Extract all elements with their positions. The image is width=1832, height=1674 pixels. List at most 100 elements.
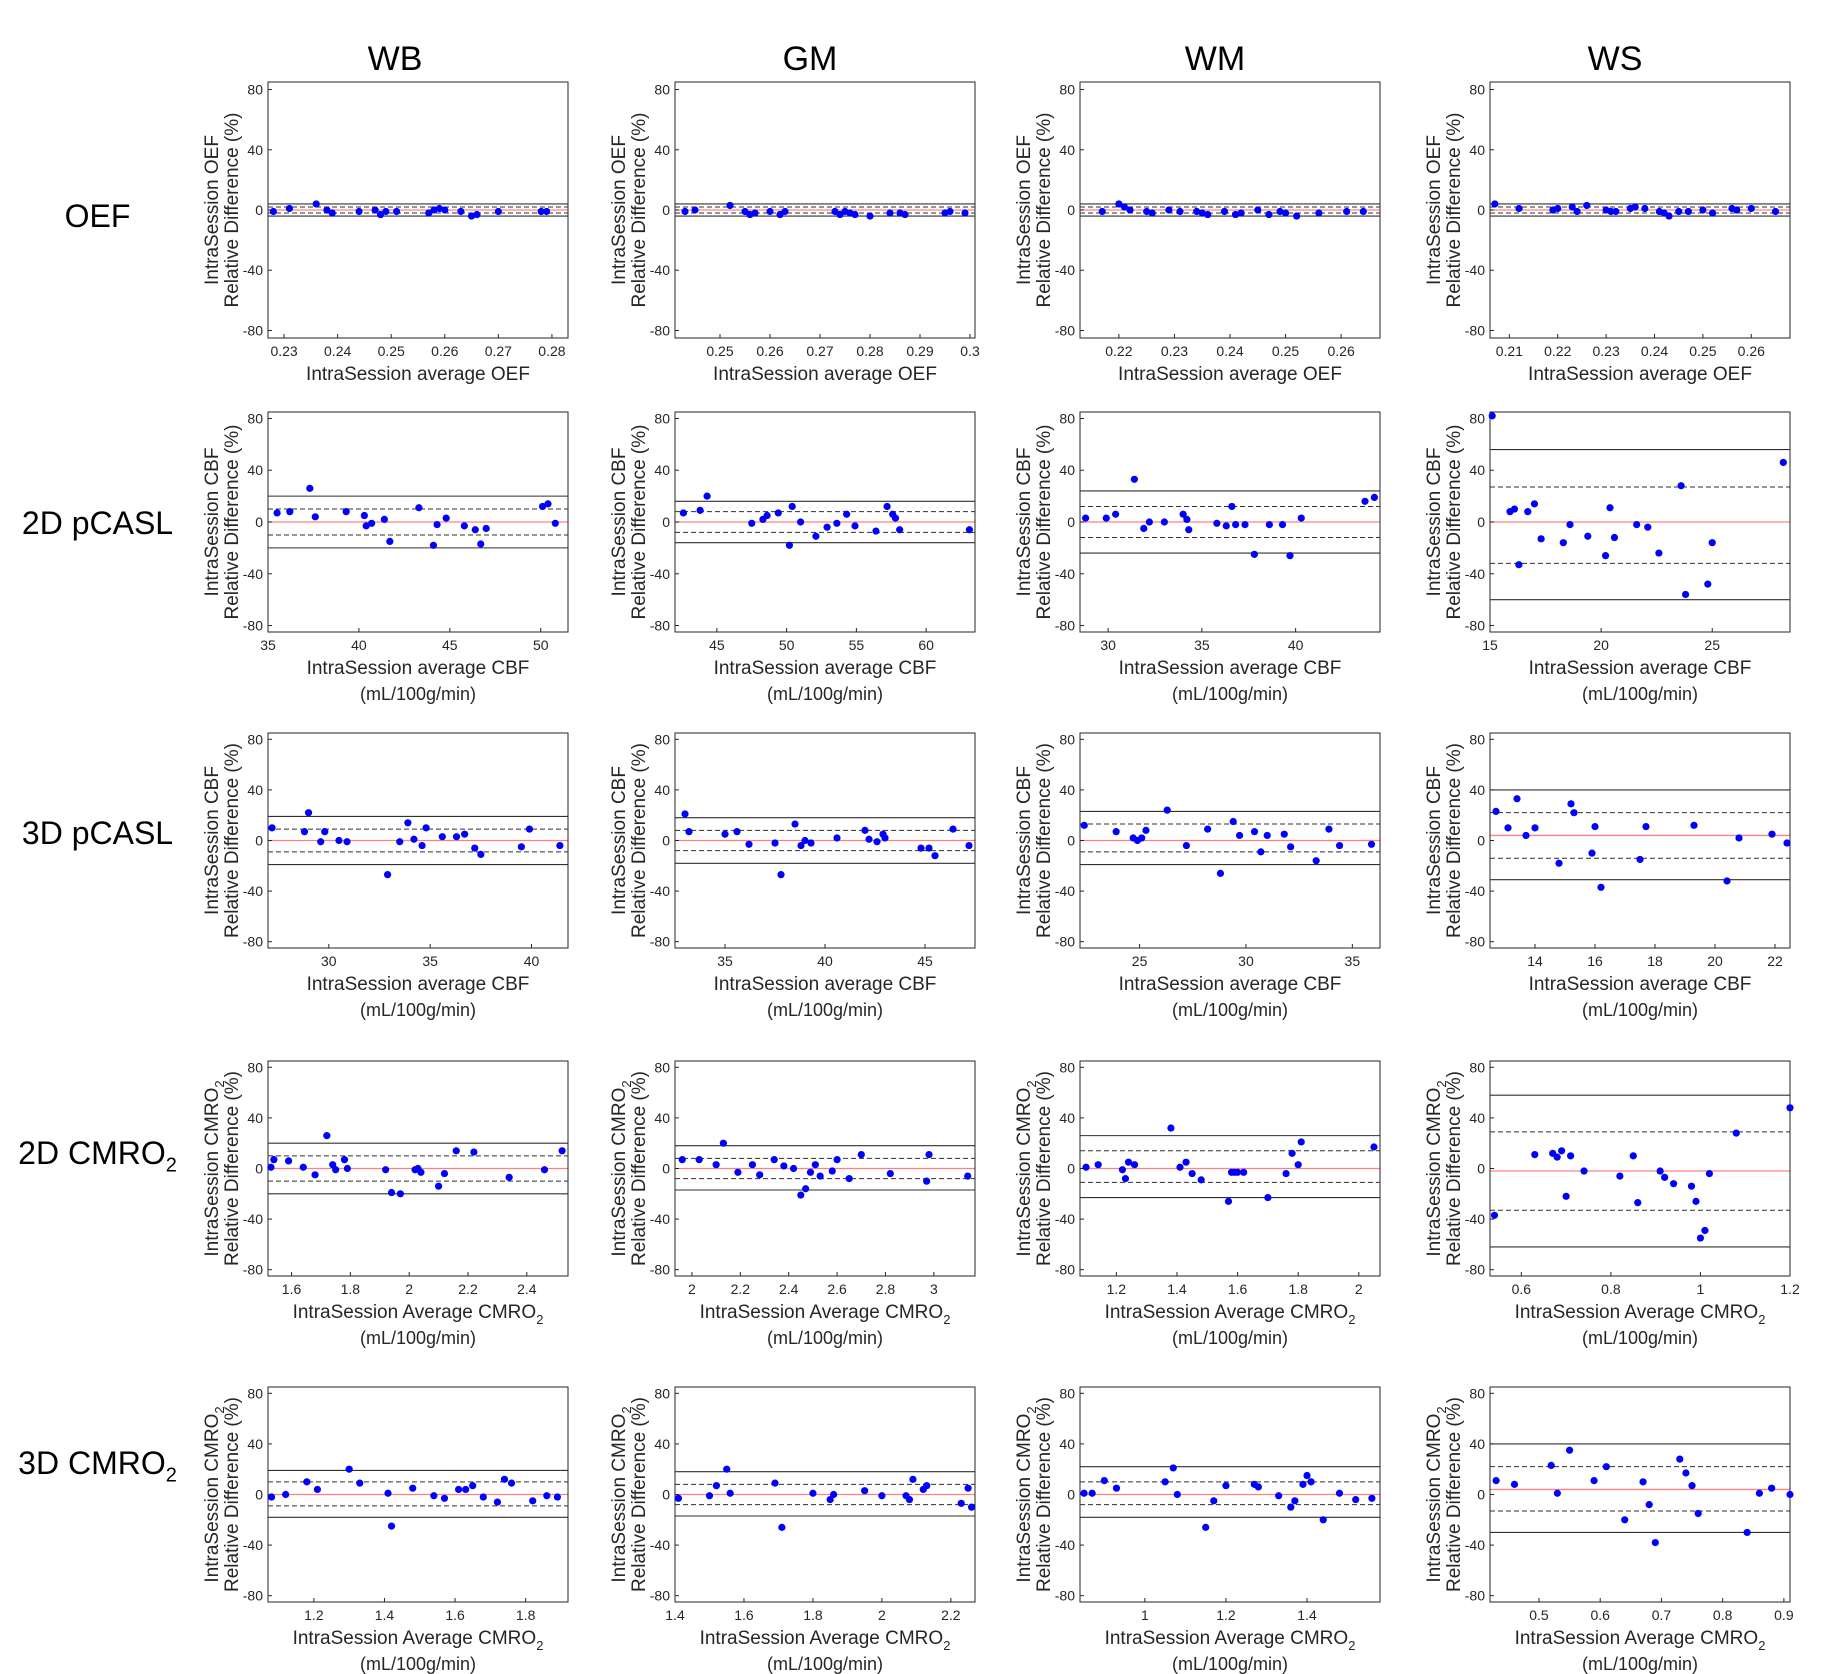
data-point: [1161, 1478, 1169, 1486]
data-point: [312, 200, 320, 208]
y-tick-label: 0: [255, 514, 263, 530]
data-point: [766, 207, 774, 216]
x-tick-label: 0.21: [1496, 343, 1523, 359]
data-point: [1082, 514, 1090, 522]
data-point: [471, 844, 479, 852]
data-point: [1705, 1169, 1714, 1178]
y-tick-label: -40: [1055, 883, 1075, 899]
y-tick-label: 80: [1059, 731, 1075, 747]
data-point: [778, 1523, 786, 1531]
data-point: [949, 825, 957, 833]
data-point: [469, 1482, 477, 1490]
data-point: [270, 1156, 278, 1164]
data-point: [429, 541, 438, 549]
data-point: [791, 820, 799, 828]
data-point: [415, 504, 423, 512]
data-point: [299, 1163, 307, 1171]
data-point: [1112, 510, 1120, 518]
x-tick-label: 2.2: [941, 1607, 961, 1623]
data-point: [1335, 841, 1344, 850]
data-point: [964, 1484, 972, 1492]
data-point: [925, 844, 933, 852]
data-point: [1325, 825, 1333, 833]
data-point: [267, 1493, 276, 1501]
data-point: [905, 1495, 914, 1504]
y-tick-label: -40: [1055, 262, 1075, 278]
y-axis-label-line2: Relative Difference (%): [222, 424, 243, 619]
x-axis-label: IntraSession average OEF: [1528, 364, 1752, 385]
x-tick-label: 0.25: [378, 343, 405, 359]
data-point: [537, 207, 545, 216]
data-point: [1687, 1182, 1696, 1190]
x-tick-label: 1: [1697, 1281, 1705, 1297]
data-point: [712, 1161, 720, 1169]
data-point: [816, 1172, 824, 1180]
y-axis-label-line1: IntraSession CMRO2: [1424, 1406, 1449, 1582]
y-axis-label-line2: Relative Difference (%): [629, 1071, 650, 1266]
data-point: [1198, 209, 1206, 217]
x-tick-label: 0.26: [431, 343, 458, 359]
data-point: [1692, 1197, 1700, 1205]
data-point: [1080, 1489, 1088, 1497]
data-point: [360, 511, 368, 520]
data-point: [540, 1166, 549, 1174]
data-point: [857, 1150, 865, 1159]
data-point: [1130, 475, 1138, 483]
data-point: [500, 1475, 509, 1483]
y-tick-label: -80: [650, 934, 670, 950]
data-point: [1315, 209, 1323, 217]
data-point: [422, 824, 430, 832]
y-tick-label: 0: [1067, 833, 1075, 849]
data-point: [1361, 497, 1369, 505]
data-point: [343, 1164, 352, 1173]
x-tick-label: 45: [917, 953, 933, 969]
data-point: [1656, 1167, 1664, 1175]
x-axis-unit-label: (mL/100g/min): [360, 684, 476, 704]
x-tick-label: 2.4: [779, 1281, 799, 1297]
data-point: [1733, 206, 1741, 214]
data-point: [777, 871, 785, 879]
x-tick-label: 2: [688, 1281, 696, 1297]
data-point: [1591, 822, 1599, 831]
y-tick-label: 40: [1469, 782, 1485, 798]
x-tick-label: 0.22: [1105, 343, 1132, 359]
x-tick-label: 35: [1345, 953, 1361, 969]
y-axis-label-line2: Relative Difference (%): [1034, 112, 1055, 307]
data-point: [878, 1492, 886, 1500]
x-tick-label: 0.3: [960, 343, 980, 359]
y-axis-label-line2: Relative Difference (%): [1444, 1071, 1465, 1266]
data-point: [1120, 203, 1129, 211]
y-tick-label: 0: [662, 202, 670, 218]
row-title-2d-cmro2: 2D CMRO2: [18, 1135, 177, 1177]
data-point: [1204, 825, 1212, 833]
data-point: [1567, 800, 1575, 808]
panel-2dpcasl-wm: -80 -40 0 40 80 30 35 40 IntraSession average CB…: [1014, 410, 1381, 704]
x-tick-label: 1.2: [1107, 1281, 1127, 1297]
x-tick-label: 0.9: [1774, 1607, 1794, 1623]
x-axis-label: IntraSession average OEF: [1118, 364, 1342, 385]
data-point: [517, 843, 525, 851]
data-point: [796, 518, 805, 526]
x-tick-label: 0.25: [1272, 343, 1299, 359]
y-tick-label: -80: [1055, 934, 1075, 950]
data-point: [345, 1465, 353, 1473]
x-tick-label: 0.24: [1216, 343, 1243, 359]
data-point: [1522, 831, 1530, 840]
data-point: [1254, 1483, 1262, 1491]
y-tick-label: 80: [247, 1385, 263, 1401]
data-point: [332, 1166, 340, 1174]
data-point: [1182, 841, 1190, 850]
data-point: [1558, 1147, 1566, 1155]
data-point: [382, 1166, 390, 1174]
data-point: [967, 1503, 976, 1511]
x-axis-unit-label: (mL/100g/min): [360, 1654, 476, 1674]
data-point: [1163, 806, 1171, 814]
data-point: [1297, 1138, 1305, 1146]
y-tick-label: -80: [1465, 1262, 1485, 1278]
data-point: [471, 526, 479, 534]
x-tick-label: 0.6: [1590, 1607, 1610, 1623]
y-axis-label-line1: IntraSession OEF: [1014, 135, 1035, 285]
x-tick-label: 0.29: [906, 343, 933, 359]
data-point: [1182, 1158, 1190, 1166]
y-tick-label: 0: [662, 514, 670, 530]
